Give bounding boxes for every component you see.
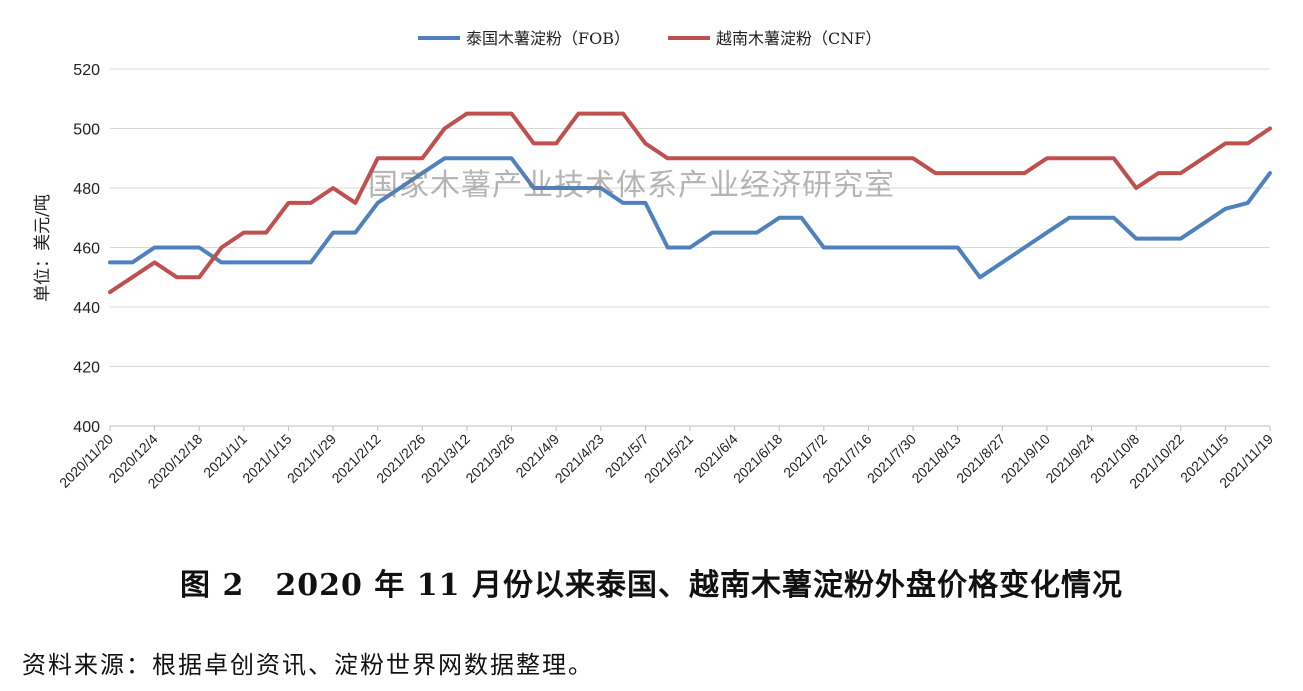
y-tick-label: 480	[73, 181, 100, 198]
x-tick-label: 2021/6/18	[730, 431, 786, 487]
grid-lines	[110, 68, 1270, 427]
y-axis-label: 单位：美元/吨	[33, 194, 53, 302]
x-tick-label: 2021/4/23	[552, 431, 608, 487]
series-lines	[108, 111, 1272, 295]
y-tick-label: 420	[73, 360, 100, 377]
legend-label: 越南木薯淀粉（CNF）	[716, 29, 881, 48]
y-tick-label: 440	[73, 300, 100, 317]
watermark-text: 国家木薯产业技术体系产业经济研究室	[368, 168, 895, 203]
x-tick-label: 2021/5/21	[641, 431, 697, 487]
legend-label: 泰国木薯淀粉（FOB）	[466, 29, 630, 48]
series-line-vietnam-cnf	[108, 111, 1272, 295]
series-line-thailand-fob	[108, 156, 1272, 280]
line-chart: 400 420 440 460 480 500 520 2020/11/202020/12/…	[33, 29, 1276, 492]
y-tick-label: 400	[73, 419, 100, 436]
y-axis: 400 420 440 460 480 500 520	[73, 62, 100, 436]
x-tick-label: 2021/3/26	[462, 431, 518, 487]
y-tick-label: 460	[73, 241, 100, 258]
y-tick-label: 520	[73, 62, 100, 79]
x-axis: 2020/11/202020/12/42020/12/182021/1/1202…	[56, 426, 1276, 492]
legend: 泰国木薯淀粉（FOB） 越南木薯淀粉（CNF）	[418, 29, 881, 48]
y-tick-label: 500	[73, 122, 100, 139]
figure-caption: 图 2 2020 年 11 月份以来泰国、越南木薯淀粉外盘价格变化情况	[180, 568, 1123, 603]
x-tick-label: 2020/11/20	[56, 431, 116, 491]
source-note: 资料来源：根据卓创资讯、淀粉世界网数据整理。	[22, 651, 594, 679]
